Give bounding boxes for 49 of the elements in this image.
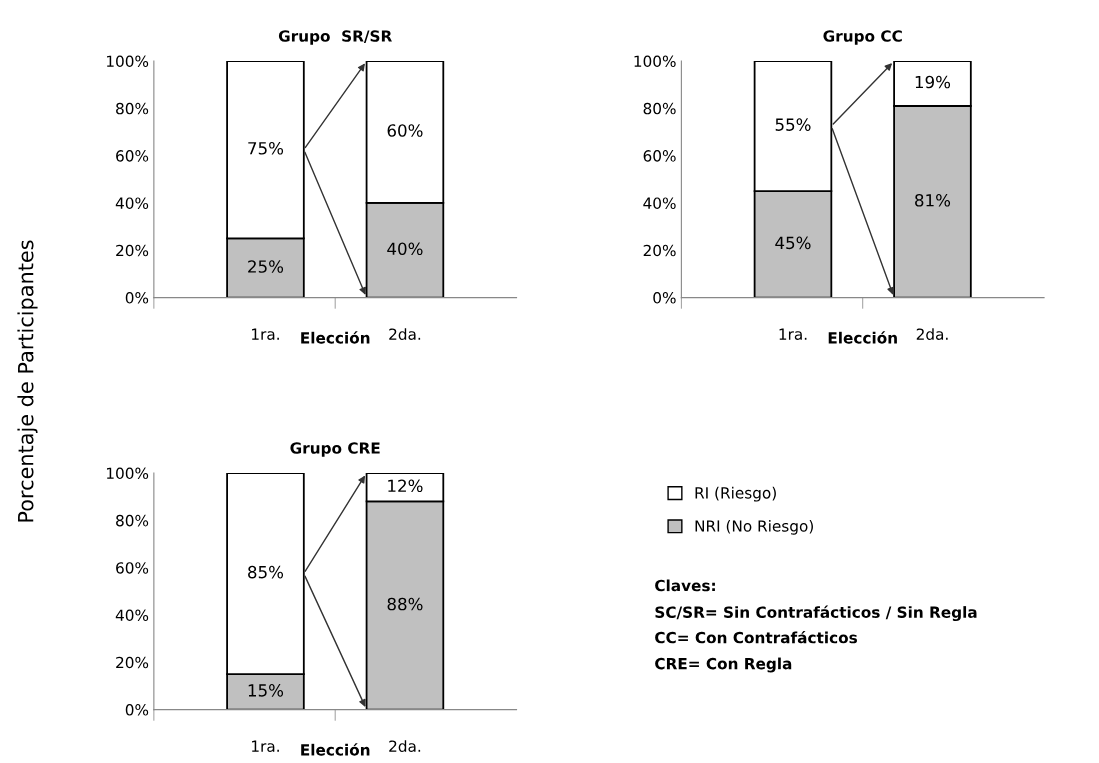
chart-title: Grupo SR/SR [278, 30, 392, 45]
legend-label: RI (Riesgo) [695, 486, 776, 502]
data-label: 25% [248, 260, 284, 273]
y-axis-title: Porcentaje de Participantes [17, 240, 38, 522]
data-label: 15% [248, 684, 284, 697]
y-tick-label: 20% [116, 244, 149, 257]
chart-title: Grupo CRE [290, 442, 380, 457]
x-axis-title: Elección [301, 331, 370, 344]
y-tick-label: 60% [116, 562, 149, 574]
x-tick-label: 1ra. [252, 328, 279, 340]
x-tick-label: 2da. [916, 328, 948, 340]
x-tick-label: 1ra. [252, 740, 279, 752]
y-tick-label: 0% [653, 292, 676, 304]
y-tick-label: 100% [107, 55, 149, 68]
data-label: 85% [248, 565, 284, 579]
x-tick-label: 2da. [389, 740, 421, 752]
y-tick-label: 80% [116, 514, 149, 527]
chart-title: Grupo CC [823, 30, 902, 45]
y-tick-label: 40% [115, 197, 149, 209]
y-tick-label: 100% [107, 467, 149, 480]
data-label: 55% [775, 118, 811, 131]
data-label: 88% [387, 597, 423, 611]
data-label: 19% [915, 75, 951, 89]
y-tick-label: 20% [116, 656, 149, 669]
y-tick-label: 80% [643, 102, 676, 115]
text: CC= Con Contrafácticos [655, 630, 857, 644]
y-tick-label: 0% [125, 292, 149, 304]
y-tick-label: 40% [643, 197, 676, 209]
text: Claves: [655, 579, 715, 592]
y-tick-label: 60% [116, 150, 149, 162]
data-label: 12% [388, 479, 423, 493]
text: SC/SR= Sin Contrafácticos / Sin Regla [655, 605, 977, 622]
data-label: 81% [915, 194, 951, 207]
y-tick-label: 100% [634, 55, 676, 68]
y-tick-label: 0% [125, 704, 149, 716]
x-axis-title: Elección [828, 331, 897, 344]
x-axis-title: Elección [301, 743, 370, 756]
text: CRE= Con Regla [655, 657, 792, 673]
legend-label: NRI (No Riesgo) [695, 519, 813, 535]
x-tick-label: 2da. [389, 328, 421, 340]
data-label: 45% [775, 236, 811, 250]
data-label: 40% [387, 242, 423, 256]
y-tick-label: 60% [643, 150, 676, 162]
data-label: 60% [387, 124, 423, 137]
y-tick-label: 20% [643, 244, 676, 257]
x-tick-label: 1ra. [779, 328, 807, 340]
y-tick-label: 80% [116, 102, 149, 115]
data-label: 75% [248, 141, 284, 155]
y-tick-label: 40% [115, 609, 149, 621]
